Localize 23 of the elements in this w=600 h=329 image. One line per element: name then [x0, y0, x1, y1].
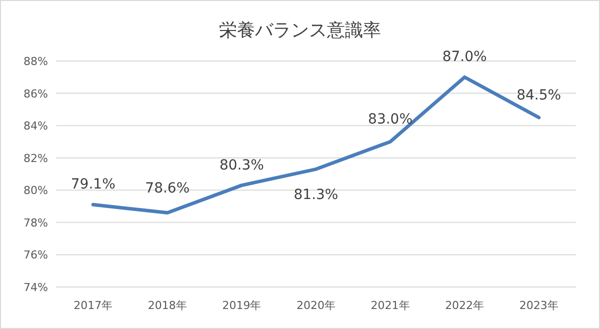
title: 栄養バランス意識率 — [219, 20, 381, 41]
y-tick-label: 84% — [24, 120, 48, 133]
data-label: 87.0% — [442, 49, 487, 66]
data-label: 78.6% — [145, 180, 190, 197]
x-tick-label: 2020年 — [296, 299, 336, 312]
x-tick-label: 2021年 — [370, 299, 410, 312]
data-label: 84.5% — [516, 88, 562, 104]
data-label: 79.1% — [70, 176, 116, 193]
data-label: 83.0% — [368, 112, 413, 128]
x-tick-label: 2022年 — [445, 299, 484, 312]
y-tick-label: 76% — [24, 248, 48, 262]
y-tick-label: 82% — [24, 152, 48, 165]
data-label: 81.3% — [294, 187, 338, 204]
y-tick-label: 88% — [24, 55, 48, 68]
data-label: 80.3% — [219, 157, 264, 174]
y-tick-label: 78% — [24, 216, 48, 230]
x-tick-label: 2017年 — [74, 299, 113, 312]
y-tick-label: 74% — [24, 281, 48, 294]
x-tick-label: 2023年 — [519, 299, 558, 312]
x-tick-label: 2018年 — [148, 299, 187, 312]
y-tick-label: 86% — [24, 87, 48, 100]
x-tick-label: 2019年 — [222, 299, 262, 312]
y-tick-label: 80% — [24, 184, 48, 198]
